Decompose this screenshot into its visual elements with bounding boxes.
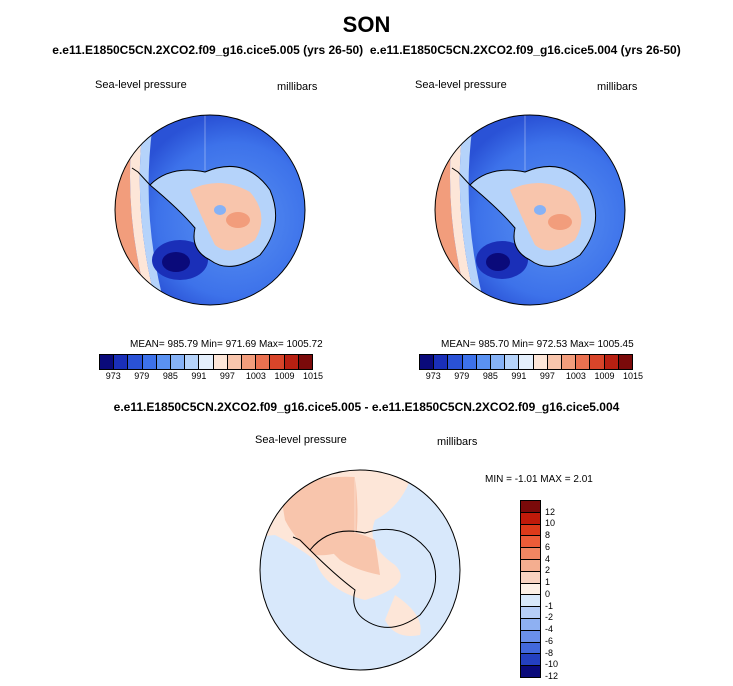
colorbar-tick-label: 0 <box>545 588 551 599</box>
colorbar-swatch <box>604 355 619 369</box>
colorbar-swatch <box>491 355 506 369</box>
colorbar-tick-label: 2 <box>545 565 551 576</box>
colorbar-tick-label: 1003 <box>565 371 586 381</box>
colorbar-swatch <box>505 355 520 369</box>
colorbar-swatch <box>521 571 540 584</box>
colorbar-tick-label: 4 <box>545 553 551 564</box>
diff-colorbar-ticks: 12 10 8 6 4 2 1 0 -1 -2 -4 -6 -8 -10 -12 <box>545 500 575 681</box>
right-stats: MEAN= 985.70 Min= 972.53 Max= 1005.45 <box>441 339 634 350</box>
right-case-title: e.e11.E1850C5CN.2XCO2.f09_g16.cice5.004 … <box>369 43 681 57</box>
colorbar-swatch <box>576 355 591 369</box>
colorbar-swatch <box>521 548 540 560</box>
colorbar-swatch <box>521 595 540 608</box>
difference-title: e.e11.E1850C5CN.2XCO2.f09_g16.cice5.005 … <box>113 400 620 414</box>
colorbar-swatch <box>521 666 540 677</box>
right-colorbar <box>419 354 633 370</box>
colorbar-swatch <box>521 630 540 643</box>
colorbar-swatch <box>533 355 548 369</box>
colorbar-swatch <box>462 355 477 369</box>
colorbar-tick-label: -4 <box>545 624 554 635</box>
colorbar-swatch <box>242 355 257 369</box>
colorbar-swatch <box>213 355 228 369</box>
colorbar-swatch <box>434 355 449 369</box>
colorbar-swatch <box>521 607 540 619</box>
diff-stats: MIN = -1.01 MAX = 2.01 <box>485 474 593 485</box>
colorbar-tick-label: 6 <box>545 541 551 552</box>
colorbar-tick-label: 1 <box>545 577 551 588</box>
colorbar-swatch <box>156 355 172 369</box>
colorbar-swatch <box>185 355 200 369</box>
colorbar-swatch <box>521 583 540 596</box>
colorbar-swatch <box>476 355 492 369</box>
colorbar-swatch <box>562 355 577 369</box>
diff-units-label: millibars <box>437 436 478 448</box>
right-slp-map <box>434 114 626 306</box>
colorbar-swatch <box>521 501 540 513</box>
colorbar-swatch <box>420 355 435 369</box>
colorbar-tick-label: -8 <box>545 647 554 658</box>
colorbar-swatch <box>227 355 243 369</box>
colorbar-tick-label: -6 <box>545 635 554 646</box>
colorbar-swatch <box>521 642 540 655</box>
colorbar-swatch <box>448 355 463 369</box>
colorbar-swatch <box>199 355 214 369</box>
colorbar-tick-label: 985 <box>482 371 498 381</box>
colorbar-tick-label: 1009 <box>274 371 295 381</box>
colorbar-swatch <box>171 355 186 369</box>
colorbar-swatch <box>521 536 540 549</box>
left-variable-label: Sea-level pressure <box>95 79 187 91</box>
colorbar-tick-label: -10 <box>545 659 559 670</box>
left-slp-map <box>114 114 306 306</box>
colorbar-swatch <box>270 355 285 369</box>
left-units-label: millibars <box>277 81 318 93</box>
season-title: SON <box>342 12 391 37</box>
colorbar-swatch <box>128 355 143 369</box>
colorbar-swatch <box>521 654 540 667</box>
colorbar-tick-label: 12 <box>545 506 556 517</box>
colorbar-swatch <box>142 355 157 369</box>
colorbar-tick-label: -12 <box>545 671 559 681</box>
colorbar-swatch <box>256 355 271 369</box>
colorbar-swatch <box>298 355 313 369</box>
left-stats: MEAN= 985.79 Min= 971.69 Max= 1005.72 <box>130 339 323 350</box>
colorbar-tick-label: 997 <box>539 371 555 381</box>
left-colorbar <box>99 354 313 370</box>
diff-slp-map <box>259 469 461 671</box>
colorbar-tick-label: 973 <box>425 371 441 381</box>
colorbar-swatch <box>521 559 540 572</box>
colorbar-tick-label: 991 <box>511 371 527 381</box>
colorbar-swatch <box>114 355 129 369</box>
colorbar-tick-label: 1009 <box>594 371 615 381</box>
colorbar-tick-label: 997 <box>219 371 235 381</box>
right-units-label: millibars <box>597 81 638 93</box>
left-colorbar-ticks: 973 979 985 991 997 1003 1009 1015 <box>99 371 323 383</box>
colorbar-swatch <box>521 524 540 537</box>
colorbar-swatch <box>284 355 299 369</box>
colorbar-swatch <box>547 355 563 369</box>
colorbar-tick-label: 10 <box>545 518 556 529</box>
colorbar-tick-label: 1015 <box>622 371 644 381</box>
right-colorbar-ticks: 973 979 985 991 997 1003 1009 1015 <box>419 371 643 383</box>
colorbar-tick-label: -2 <box>545 612 554 623</box>
colorbar-tick-label: 1015 <box>302 371 324 381</box>
diff-variable-label: Sea-level pressure <box>255 434 347 446</box>
colorbar-tick-label: 985 <box>162 371 178 381</box>
left-case-title: e.e11.E1850C5CN.2XCO2.f09_g16.cice5.005 … <box>52 43 364 57</box>
colorbar-tick-label: 979 <box>454 371 470 381</box>
colorbar-swatch <box>519 355 534 369</box>
colorbar-swatch <box>100 355 115 369</box>
colorbar-swatch <box>521 618 540 631</box>
diff-colorbar <box>520 500 541 678</box>
colorbar-swatch <box>521 512 540 525</box>
colorbar-tick-label: 979 <box>134 371 150 381</box>
colorbar-tick-label: 973 <box>105 371 121 381</box>
case-titles-row: e.e11.E1850C5CN.2XCO2.f09_g16.cice5.005 … <box>0 43 733 57</box>
colorbar-tick-label: -1 <box>545 600 554 611</box>
colorbar-tick-label: 991 <box>191 371 207 381</box>
colorbar-swatch <box>618 355 633 369</box>
colorbar-swatch <box>590 355 605 369</box>
colorbar-tick-label: 8 <box>545 530 551 541</box>
right-variable-label: Sea-level pressure <box>415 79 507 91</box>
colorbar-tick-label: 1003 <box>245 371 266 381</box>
